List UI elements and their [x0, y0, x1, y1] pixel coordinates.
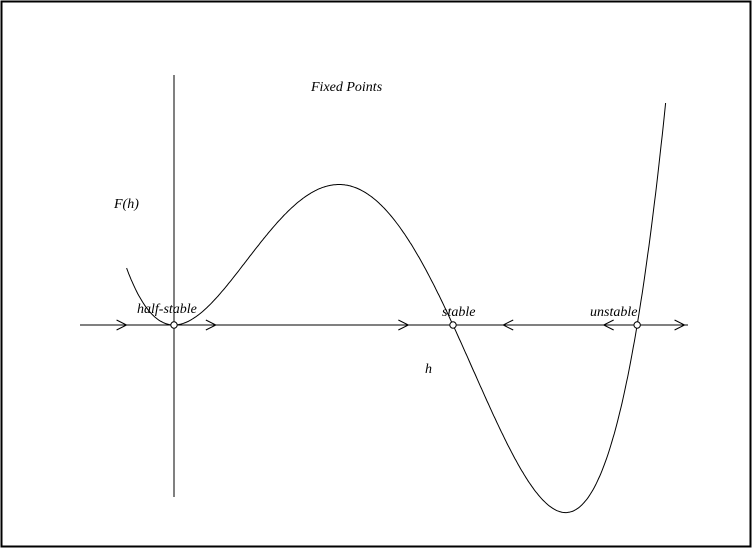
x-axis-label: h	[425, 362, 432, 377]
label-half-stable: half-stable	[137, 302, 197, 317]
flow-arrow-right	[398, 319, 410, 331]
y-axis-label: F(h)	[113, 197, 139, 212]
flow-arrow-right	[205, 319, 217, 331]
label-unstable: unstable	[590, 305, 637, 320]
F-curve	[126, 102, 667, 514]
fixed-point-stable	[449, 321, 457, 329]
label-stable: stable	[442, 305, 475, 320]
flow-arrows	[116, 319, 686, 331]
flow-arrow-right	[116, 319, 128, 331]
fixed-point-half-stable	[170, 321, 178, 329]
flow-arrow-left	[602, 319, 614, 331]
fixed-point-unstable	[633, 321, 641, 329]
fixed-point-markers	[170, 321, 641, 329]
diagram-title: Fixed Points	[310, 80, 383, 95]
flow-arrow-right	[674, 319, 686, 331]
flow-arrow-left	[502, 319, 514, 331]
